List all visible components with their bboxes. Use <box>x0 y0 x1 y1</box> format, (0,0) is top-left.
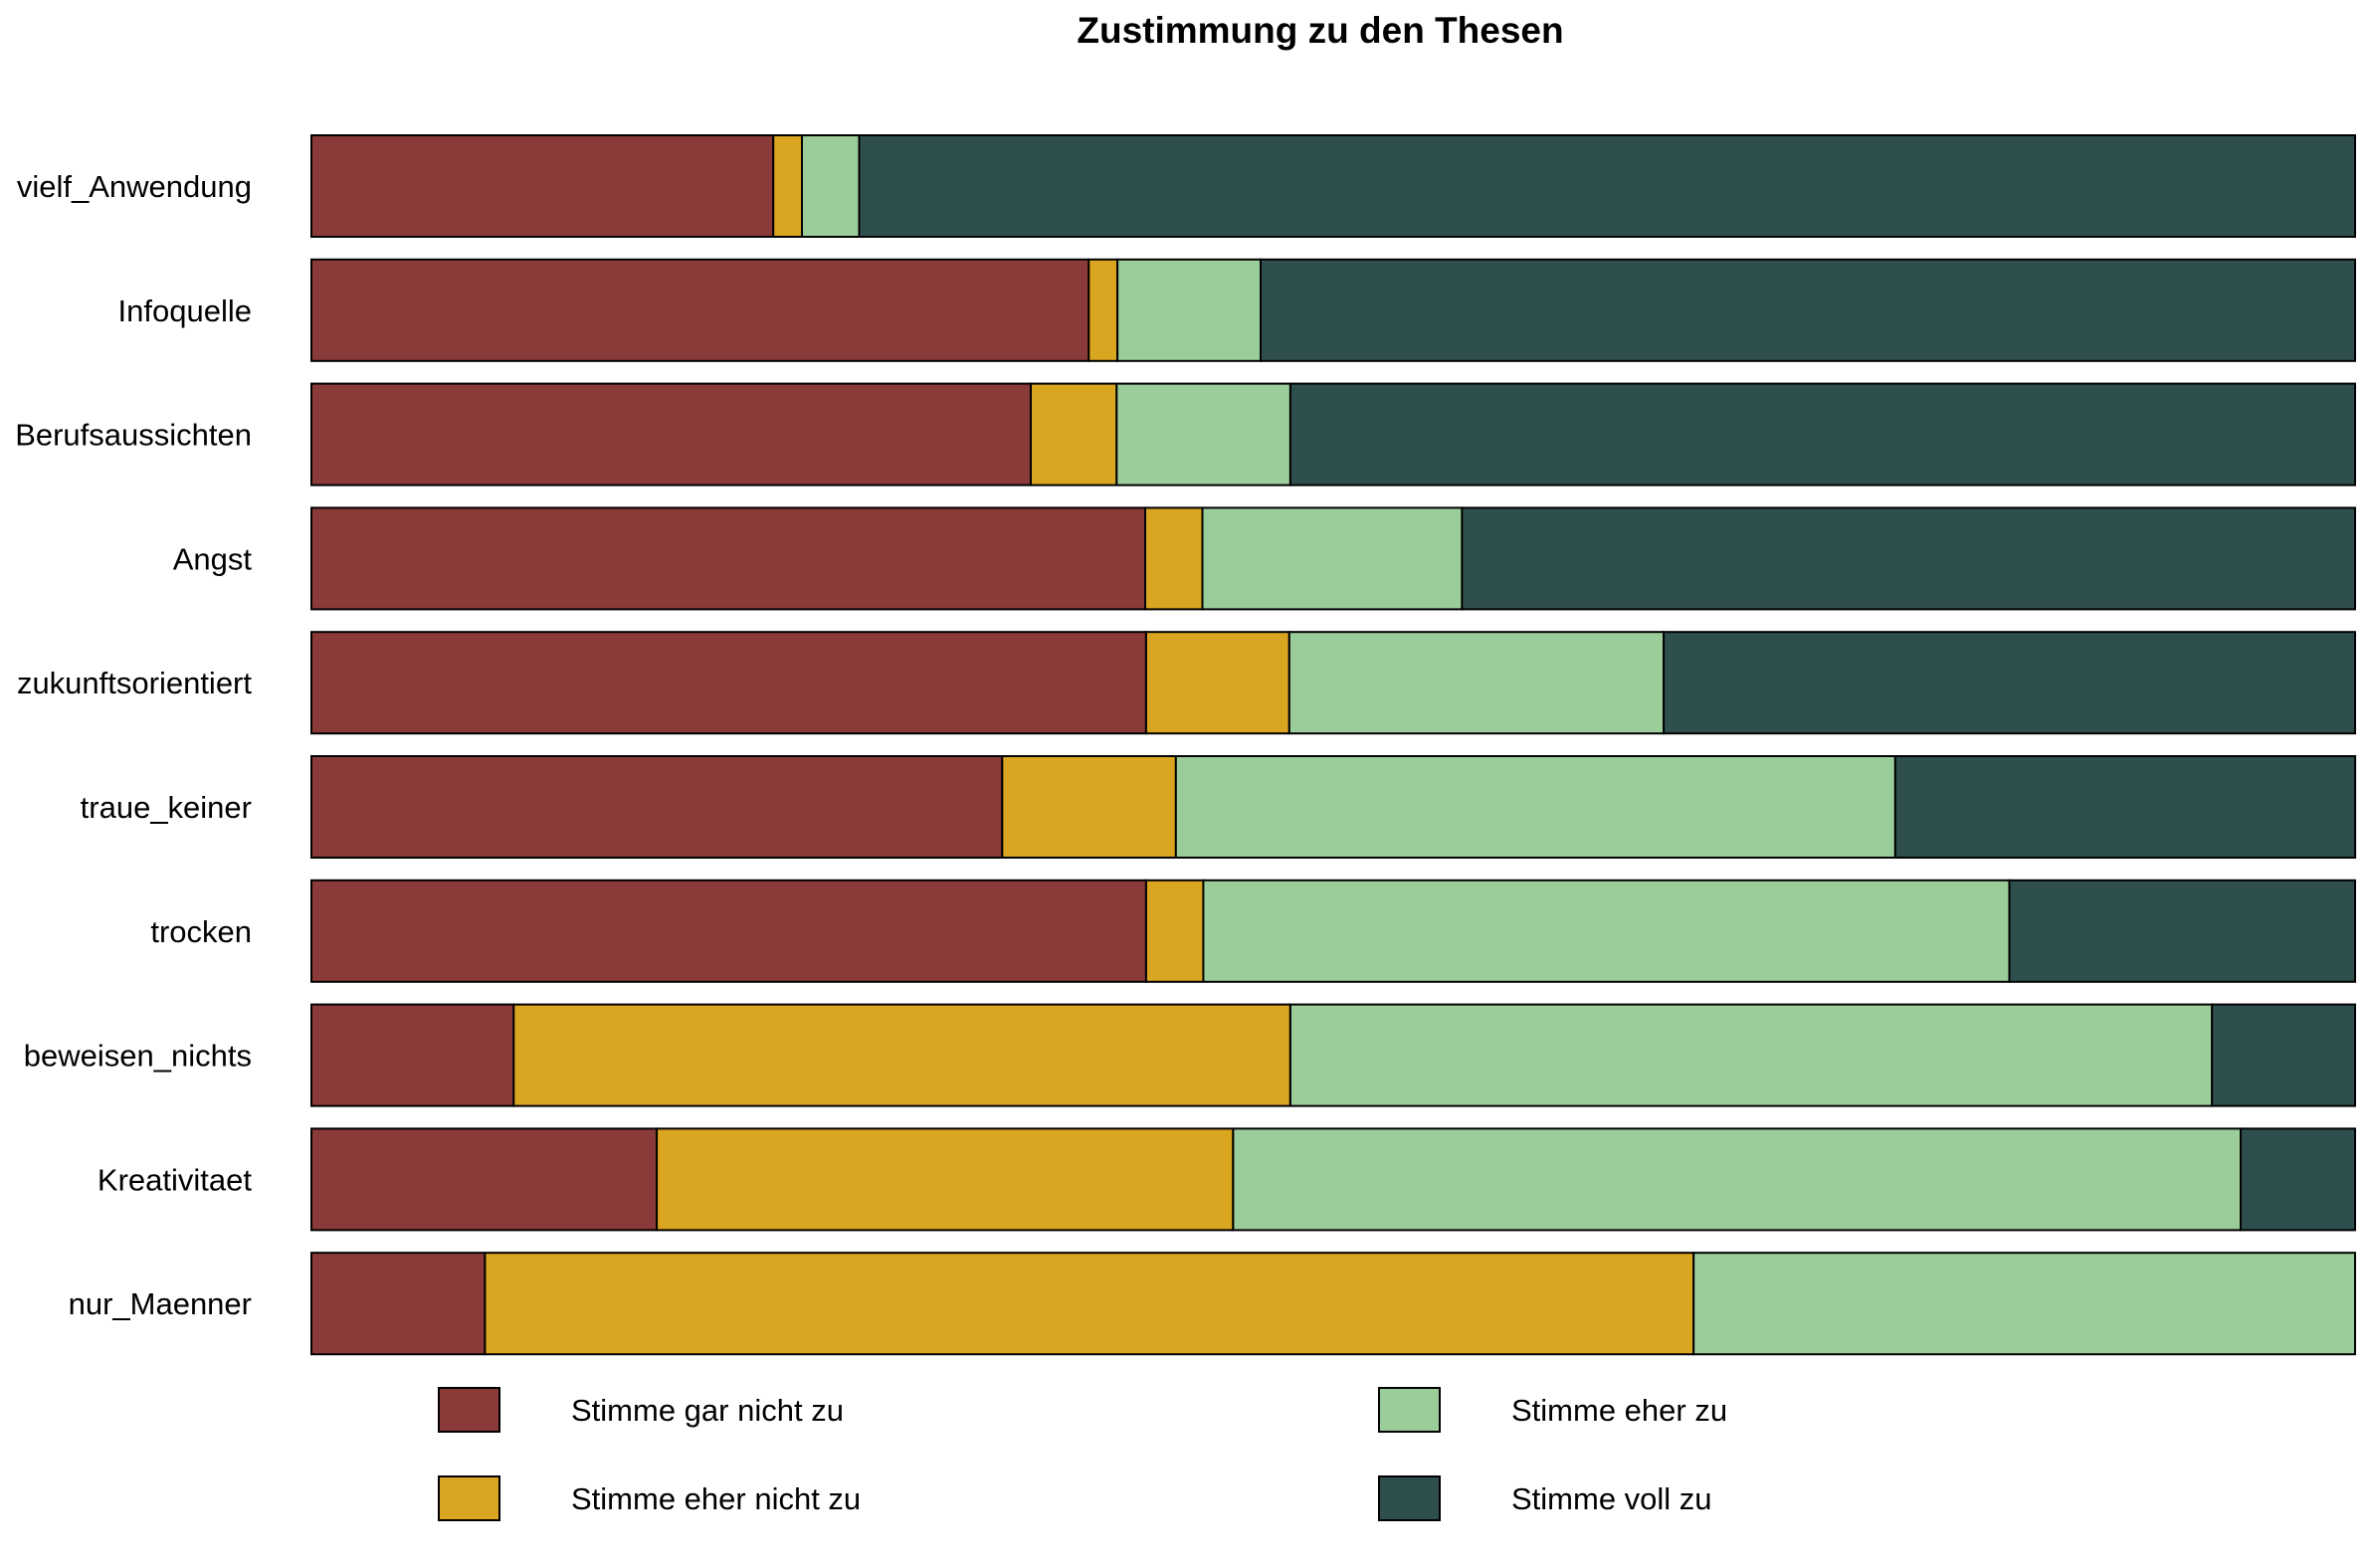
legend-swatch-stimme-eher-zu <box>1378 1387 1441 1433</box>
category-label-zukunftsorientiert: zukunftsorientiert <box>17 666 252 700</box>
bar-segment-traue-keiner-stimme-gar-nicht-zu <box>310 755 1004 859</box>
bar-segment-berufsaussichten-stimme-eher-zu <box>1115 382 1291 487</box>
legend-label-stimme-eher-zu: Stimme eher zu <box>1511 1393 1727 1428</box>
bar-segment-trocken-stimme-eher-nicht-zu <box>1144 879 1205 983</box>
legend: Stimme gar nicht zu Stimme eher nicht zu S… <box>438 1387 1727 1521</box>
bar-segment-kreativitaet-stimme-eher-zu <box>1232 1127 2242 1232</box>
chart-title: Zustimmung zu den Thesen <box>1077 10 1563 51</box>
bar-segment-vielf-anwendung-stimme-eher-zu <box>801 134 861 238</box>
bar-segment-beweisen-nichts-stimme-eher-zu <box>1288 1003 2214 1107</box>
category-label-beweisen-nichts: beweisen_nichts <box>24 1039 252 1074</box>
bar-segment-angst-stimme-eher-zu <box>1201 506 1464 611</box>
category-label-nur-maenner: nur_Maenner <box>69 1286 252 1321</box>
bar-segment-trocken-stimme-voll-zu <box>2008 879 2356 983</box>
bars <box>310 134 2357 1356</box>
bar-segment-trocken-stimme-gar-nicht-zu <box>310 879 1147 983</box>
bar-segment-traue-keiner-stimme-eher-zu <box>1174 755 1896 859</box>
category-label-angst: Angst <box>173 541 253 576</box>
bar-segment-kreativitaet-stimme-gar-nicht-zu <box>310 1127 659 1232</box>
legend-label-stimme-voll-zu: Stimme voll zu <box>1511 1481 1712 1516</box>
legend-label-stimme-gar-nicht-zu: Stimme gar nicht zu <box>571 1393 844 1428</box>
bar-segment-zukunftsorientiert-stimme-voll-zu <box>1663 631 2356 735</box>
bar-segment-beweisen-nichts-stimme-gar-nicht-zu <box>310 1003 515 1107</box>
bar-segment-angst-stimme-gar-nicht-zu <box>310 506 1146 611</box>
bar-segment-berufsaussichten-stimme-eher-nicht-zu <box>1030 382 1118 487</box>
bar-segment-trocken-stimme-eher-zu <box>1202 879 2011 983</box>
category-label-vielf-anwendung: vielf_Anwendung <box>17 169 252 204</box>
bar-segment-zukunftsorientiert-stimme-eher-zu <box>1287 631 1666 735</box>
bar-segment-zukunftsorientiert-stimme-gar-nicht-zu <box>310 631 1147 735</box>
bar-segment-nur-maenner-stimme-eher-nicht-zu <box>484 1252 1695 1356</box>
bar-segment-traue-keiner-stimme-eher-nicht-zu <box>1001 755 1177 859</box>
category-label-kreativitaet: Kreativitaet <box>98 1162 252 1197</box>
bar-segment-infoquelle-stimme-eher-nicht-zu <box>1087 258 1119 362</box>
bar-segment-angst-stimme-voll-zu <box>1461 506 2356 611</box>
bar-segment-berufsaussichten-stimme-voll-zu <box>1288 382 2356 487</box>
legend-swatch-stimme-eher-nicht-zu <box>438 1475 500 1521</box>
bar-segment-beweisen-nichts-stimme-voll-zu <box>2211 1003 2356 1107</box>
category-label-infoquelle: Infoquelle <box>118 294 252 328</box>
bar-segment-vielf-anwendung-stimme-eher-nicht-zu <box>772 134 804 238</box>
bar-segment-vielf-anwendung-stimme-gar-nicht-zu <box>310 134 775 238</box>
bar-segment-traue-keiner-stimme-voll-zu <box>1893 755 2357 859</box>
bar-segment-zukunftsorientiert-stimme-eher-nicht-zu <box>1144 631 1290 735</box>
category-labels: vielf_Anwendung Infoquelle Berufsaussichte… <box>15 169 252 1321</box>
bar-segment-vielf-anwendung-stimme-voll-zu <box>858 134 2356 238</box>
bar-segment-nur-maenner-stimme-eher-zu <box>1692 1252 2356 1356</box>
category-label-traue-keiner: traue_keiner <box>81 790 252 825</box>
bar-segment-angst-stimme-eher-nicht-zu <box>1144 506 1204 611</box>
legend-swatch-stimme-voll-zu <box>1378 1475 1441 1521</box>
bar-segment-nur-maenner-stimme-gar-nicht-zu <box>310 1252 487 1356</box>
bar-segment-infoquelle-stimme-gar-nicht-zu <box>310 258 1090 362</box>
category-label-trocken: trocken <box>150 914 252 949</box>
category-label-berufsaussichten: Berufsaussichten <box>15 418 252 453</box>
legend-swatch-stimme-gar-nicht-zu <box>438 1387 500 1433</box>
bar-segment-berufsaussichten-stimme-gar-nicht-zu <box>310 382 1032 487</box>
bar-segment-beweisen-nichts-stimme-eher-nicht-zu <box>512 1003 1291 1107</box>
bar-segment-kreativitaet-stimme-eher-nicht-zu <box>656 1127 1235 1232</box>
bar-segment-infoquelle-stimme-eher-zu <box>1116 258 1262 362</box>
bar-segment-infoquelle-stimme-voll-zu <box>1260 258 2356 362</box>
bar-segment-kreativitaet-stimme-voll-zu <box>2240 1127 2356 1232</box>
legend-label-stimme-eher-nicht-zu: Stimme eher nicht zu <box>571 1481 861 1516</box>
